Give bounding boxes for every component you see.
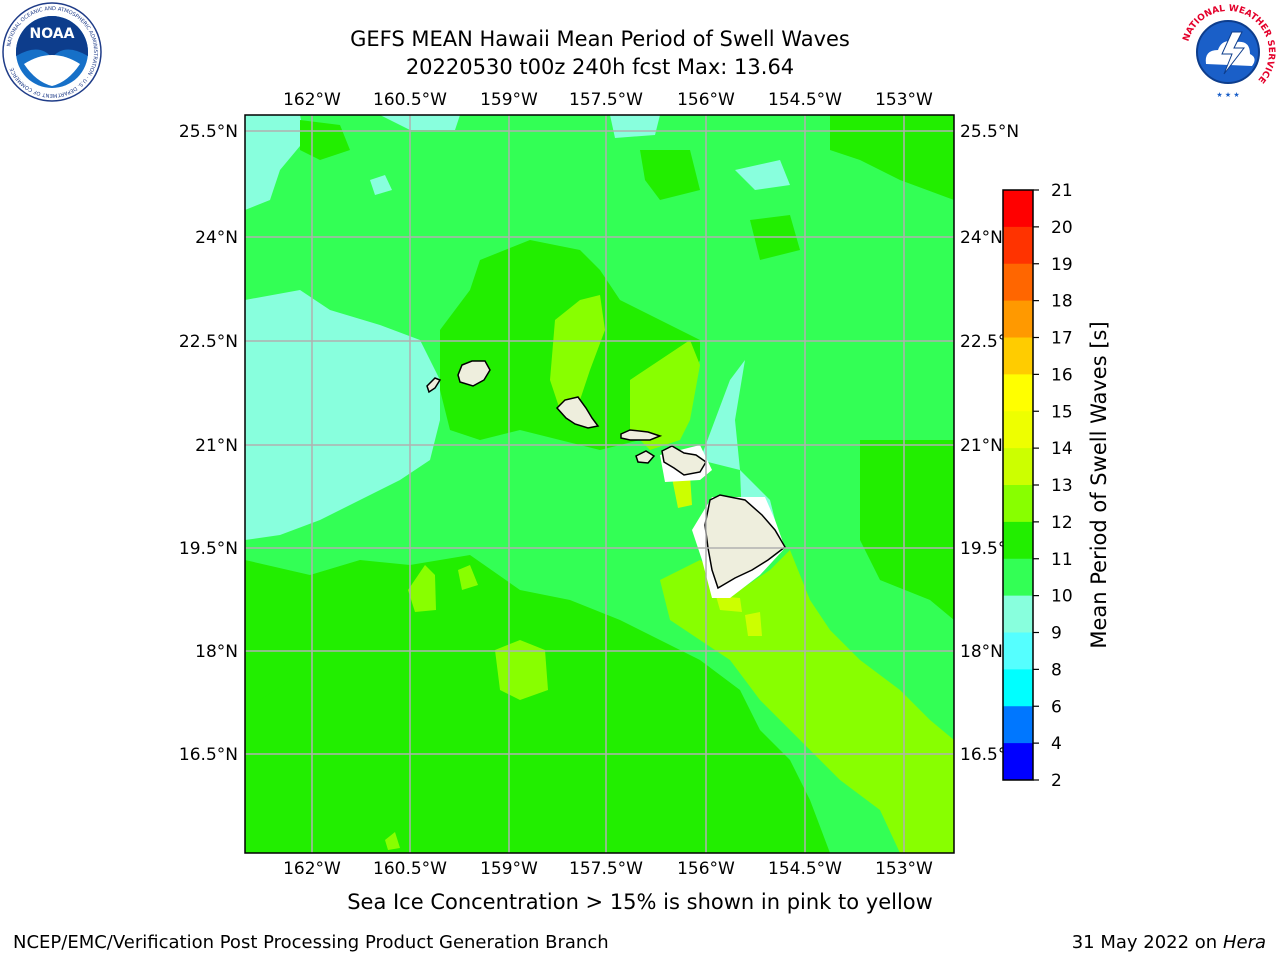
island-molokai xyxy=(620,429,663,441)
footer-credit: NCEP/EMC/Verification Post Processing Pr… xyxy=(13,932,609,953)
colorbar-swatch xyxy=(1003,669,1033,707)
lat-tick-right: 18°N xyxy=(960,642,1003,662)
colorbar-tick: 6 xyxy=(1051,697,1062,717)
island-hawaii xyxy=(704,494,786,590)
colorbar-tick: 12 xyxy=(1051,513,1073,533)
island-maui xyxy=(661,445,708,476)
colorbar-tick: 19 xyxy=(1051,255,1073,275)
lat-tick-right: 24°N xyxy=(960,228,1003,248)
map-title: GEFS MEAN Hawaii Mean Period of Swell Wa… xyxy=(350,27,850,51)
lon-tick-bottom: 154.5°W xyxy=(768,859,842,879)
island-lanai xyxy=(635,450,656,464)
colorbar-swatch xyxy=(1003,632,1033,670)
map-subtitle: 20220530 t00z 240h fcst Max: 13.64 xyxy=(405,55,795,79)
lon-tick-top: 156°W xyxy=(677,90,735,110)
lat-tick-left: 24°N xyxy=(195,228,238,248)
lon-tick-top: 159°W xyxy=(480,90,538,110)
colorbar-swatch xyxy=(1003,411,1033,449)
graticule xyxy=(245,115,954,853)
band-12-13 xyxy=(385,295,954,853)
footer-run-info: 31 May 2022 on Hera xyxy=(1072,932,1266,953)
colorbar-swatch xyxy=(1003,485,1033,523)
hawaiian-islands xyxy=(426,360,786,590)
colorbar-swatch xyxy=(1003,706,1033,744)
lon-tick-top: 160.5°W xyxy=(373,90,447,110)
colorbar-tick: 11 xyxy=(1051,550,1073,570)
lon-tick-top: 157.5°W xyxy=(569,90,643,110)
colorbar-swatch xyxy=(1003,558,1033,597)
colorbar-tick: 9 xyxy=(1051,624,1062,644)
swell-period-field xyxy=(245,115,954,853)
colorbar-tick: 2 xyxy=(1051,771,1062,791)
lon-tick-bottom: 156°W xyxy=(677,859,735,879)
colorbar-tick: 13 xyxy=(1051,476,1073,496)
colorbar-swatch xyxy=(1003,595,1033,633)
colorbar-tick: 4 xyxy=(1051,734,1062,754)
svg-text:★ ★ ★: ★ ★ ★ xyxy=(1216,91,1239,99)
colorbar-tick: 14 xyxy=(1051,439,1073,459)
lat-tick-left: 25.5°N xyxy=(179,122,238,142)
lon-tick-top: 162°W xyxy=(283,90,341,110)
colorbar-tick: 16 xyxy=(1051,365,1073,385)
band-13-14 xyxy=(672,475,762,636)
axis-tick-labels: 162°W 162°W 160.5°W 160.5°W 159°W 159°W 157.5°… xyxy=(179,90,1019,879)
lat-tick-left: 19.5°N xyxy=(179,539,238,559)
lon-tick-bottom: 153°W xyxy=(875,859,933,879)
colorbar-tick: 8 xyxy=(1051,660,1062,680)
lon-tick-top: 154.5°W xyxy=(768,90,842,110)
sea-ice-note: Sea Ice Concentration > 15% is shown in … xyxy=(347,890,933,914)
noaa-logo: NATIONAL OCEANIC AND ATMOSPHERIC ADMINIS… xyxy=(2,2,102,102)
nws-logo: NATIONAL WEATHER SERVICE ★ ★ ★ xyxy=(1179,3,1277,101)
lat-tick-left: 16.5°N xyxy=(179,745,238,765)
lon-tick-bottom: 159°W xyxy=(480,859,538,879)
island-kauai xyxy=(457,360,491,387)
lon-tick-bottom: 162°W xyxy=(283,859,341,879)
map-frame xyxy=(244,114,955,854)
lat-tick-right: 21°N xyxy=(960,436,1003,456)
lat-tick-left: 18°N xyxy=(195,642,238,662)
colorbar-swatch xyxy=(1003,300,1033,338)
lon-tick-bottom: 160.5°W xyxy=(373,859,447,879)
colorbar-swatch xyxy=(1003,448,1033,486)
colorbar-swatch xyxy=(1003,521,1033,560)
colorbar-swatch xyxy=(1003,190,1033,228)
lat-tick-left: 21°N xyxy=(195,436,238,456)
lat-tick-left: 22.5°N xyxy=(179,332,238,352)
island-niihau xyxy=(426,377,442,394)
lon-tick-bottom: 157.5°W xyxy=(569,859,643,879)
colorbar-tick: 15 xyxy=(1051,402,1073,422)
colorbar: 21 20 19 18 17 16 15 14 13 12 11 10 9 8 6 4 2 xyxy=(1002,181,1073,791)
colorbar-swatch xyxy=(1003,226,1033,265)
colorbar-tick: 10 xyxy=(1051,587,1073,607)
noaa-logo-text: NOAA xyxy=(30,26,75,42)
lon-tick-top: 153°W xyxy=(875,90,933,110)
footer-host: Hera xyxy=(1222,932,1266,953)
colorbar-swatch xyxy=(1003,374,1033,412)
footer-date: 31 May 2022 on xyxy=(1071,932,1218,953)
colorbar-swatch xyxy=(1003,337,1033,375)
colorbar-tick: 18 xyxy=(1051,292,1073,312)
colorbar-swatch xyxy=(1003,743,1033,781)
colorbar-tick: 20 xyxy=(1051,218,1073,238)
colorbar-tick: 21 xyxy=(1051,181,1073,201)
lat-tick-right: 25.5°N xyxy=(960,122,1019,142)
colorbar-tick: 17 xyxy=(1051,329,1073,349)
colorbar-label: Mean Period of Swell Waves [s] xyxy=(1087,321,1111,648)
colorbar-swatch xyxy=(1003,263,1033,302)
island-oahu xyxy=(555,396,600,429)
